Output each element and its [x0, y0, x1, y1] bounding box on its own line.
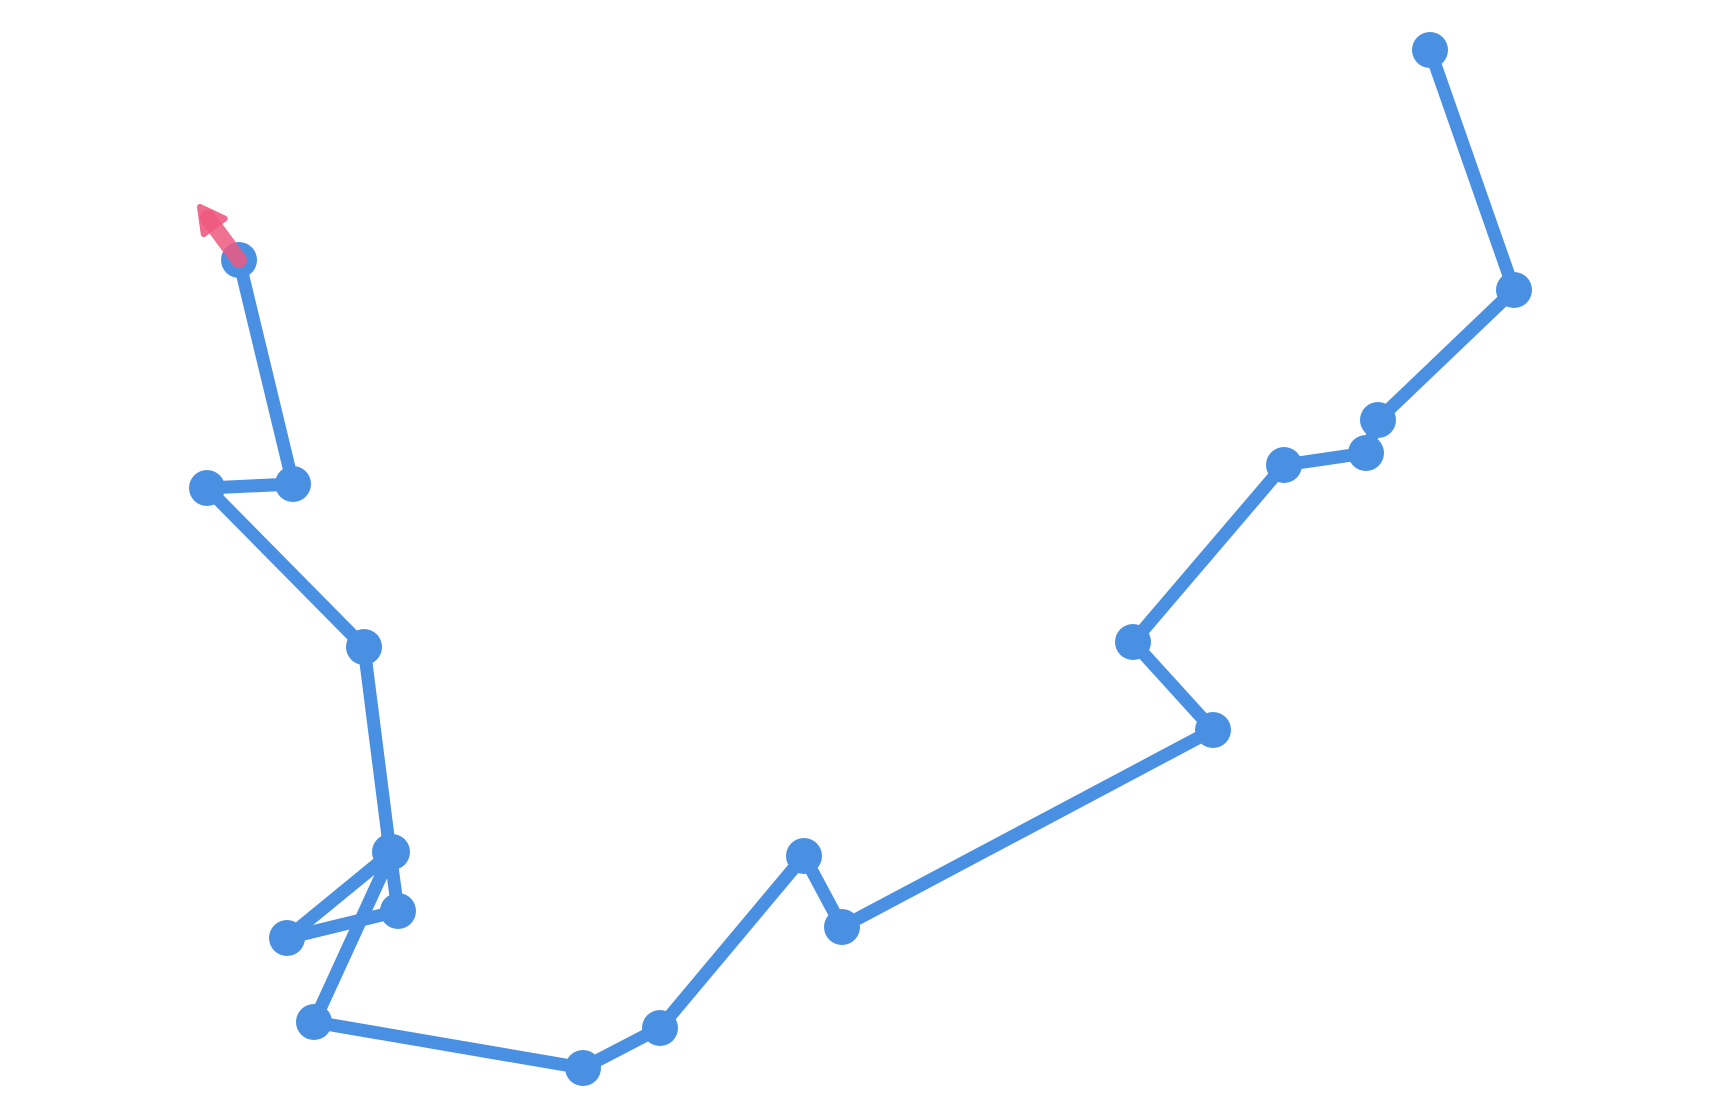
path-node [1266, 447, 1302, 483]
path-segment [1371, 283, 1521, 427]
path-node [1360, 402, 1396, 438]
path-segment [835, 723, 1220, 934]
path-segments [200, 43, 1521, 1075]
path-node [1412, 32, 1448, 68]
path-node [786, 838, 822, 874]
path-segment [232, 253, 300, 491]
path-node [189, 470, 225, 506]
path-segment [200, 481, 371, 654]
path-node [296, 1004, 332, 1040]
path-node [275, 466, 311, 502]
path-segment [1126, 635, 1220, 737]
path-segment [1423, 43, 1521, 297]
path-node [346, 629, 382, 665]
path-node [565, 1050, 601, 1086]
path-segment [307, 1015, 590, 1075]
path-segment [653, 849, 811, 1035]
path-segment [357, 640, 397, 859]
path-segment [280, 845, 399, 945]
path-node [1115, 624, 1151, 660]
path-node [269, 920, 305, 956]
arrow-head [197, 204, 228, 238]
path-segment [1126, 458, 1291, 649]
path-node [1348, 435, 1384, 471]
path-node [824, 909, 860, 945]
path-nodes [189, 32, 1532, 1086]
path-node [1496, 272, 1532, 308]
path-segment [307, 845, 399, 1029]
path-segment [280, 904, 405, 945]
path-node [1195, 712, 1231, 748]
path-node [372, 834, 408, 870]
direction-arrow [197, 204, 247, 268]
path-node [380, 893, 416, 929]
path-node [642, 1010, 678, 1046]
